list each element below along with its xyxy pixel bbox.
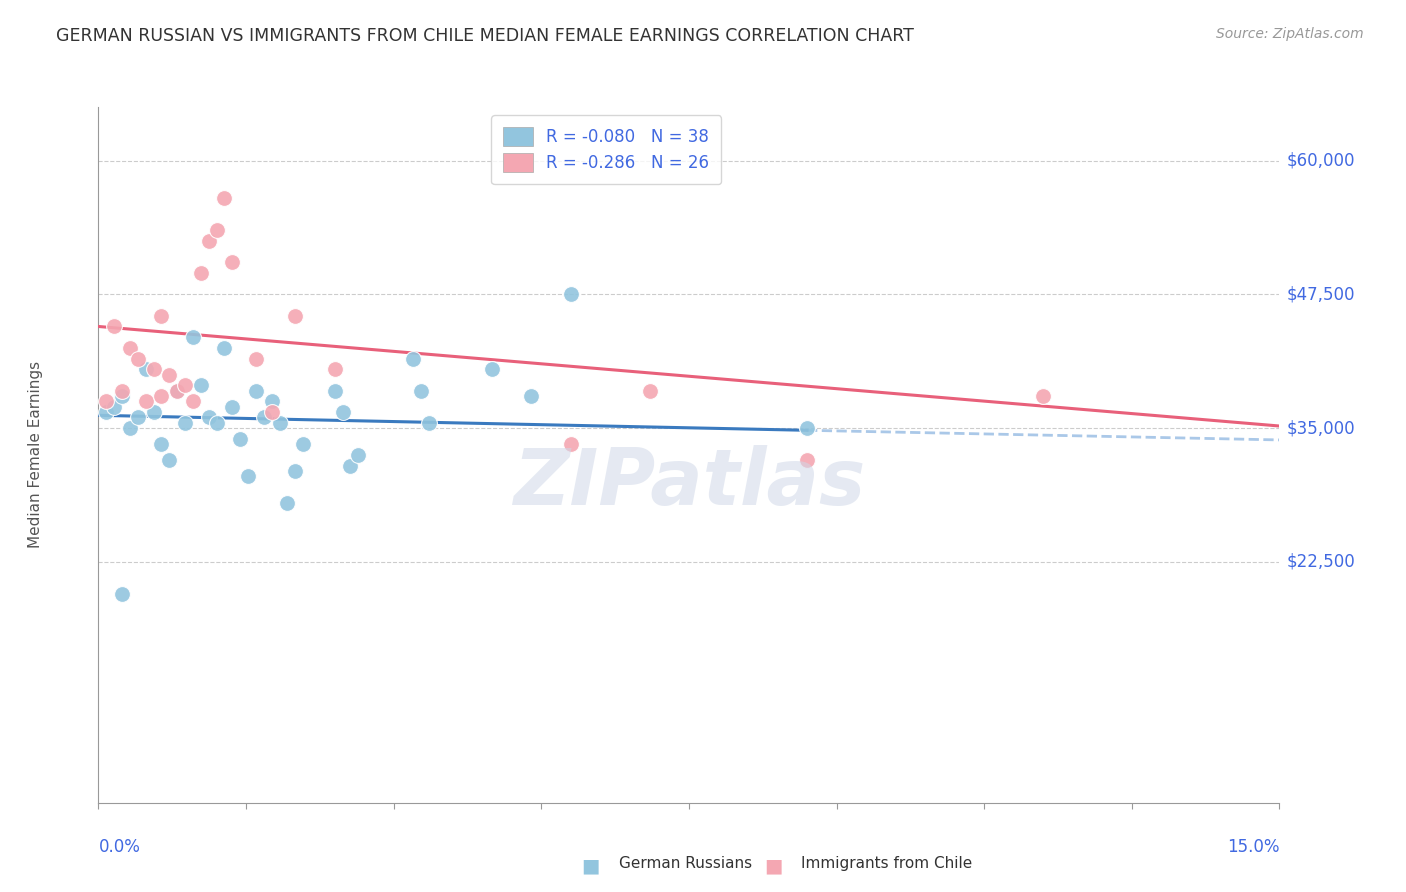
Point <box>190 378 212 392</box>
Point <box>402 351 425 366</box>
Point <box>174 378 197 392</box>
Point <box>166 384 188 398</box>
Text: ZIPatlas: ZIPatlas <box>513 445 865 521</box>
Point <box>339 458 361 473</box>
Point <box>323 384 346 398</box>
Point <box>96 405 118 419</box>
Point <box>205 416 228 430</box>
Point <box>190 266 212 280</box>
Point <box>221 255 243 269</box>
Point <box>253 410 276 425</box>
Text: $22,500: $22,500 <box>1286 553 1355 571</box>
Point <box>174 416 197 430</box>
Text: $60,000: $60,000 <box>1286 152 1355 169</box>
Point <box>127 351 149 366</box>
Point <box>205 223 228 237</box>
Text: $47,500: $47,500 <box>1286 285 1355 303</box>
Text: German Russians: German Russians <box>619 856 752 871</box>
Point <box>276 496 298 510</box>
Text: 15.0%: 15.0% <box>1227 838 1279 856</box>
Point <box>197 234 219 248</box>
Point <box>284 464 307 478</box>
Point <box>560 287 582 301</box>
Point <box>292 437 315 451</box>
Point <box>166 384 188 398</box>
Point <box>103 319 125 334</box>
Point <box>284 309 307 323</box>
Point <box>269 416 291 430</box>
Point <box>142 362 165 376</box>
Text: $35,000: $35,000 <box>1286 419 1355 437</box>
Point <box>1032 389 1054 403</box>
Point <box>332 405 354 419</box>
Point <box>214 341 236 355</box>
Point <box>520 389 543 403</box>
Point <box>96 394 118 409</box>
Point <box>260 394 283 409</box>
Point <box>347 448 370 462</box>
Point <box>221 400 243 414</box>
Text: Median Female Earnings: Median Female Earnings <box>28 361 42 549</box>
Point <box>103 400 125 414</box>
Point <box>214 191 236 205</box>
Point <box>260 405 283 419</box>
Point <box>236 469 259 483</box>
Point <box>142 405 165 419</box>
Point <box>118 341 141 355</box>
Point <box>127 410 149 425</box>
Point <box>481 362 503 376</box>
Text: ■: ■ <box>763 856 783 875</box>
Point <box>245 351 267 366</box>
Point <box>418 416 440 430</box>
Point <box>181 394 204 409</box>
Point <box>111 587 134 601</box>
Text: ■: ■ <box>581 856 600 875</box>
Point <box>157 453 180 467</box>
Point <box>245 384 267 398</box>
Point <box>323 362 346 376</box>
Point <box>796 453 818 467</box>
Point <box>150 389 173 403</box>
Point <box>638 384 661 398</box>
Legend: R = -0.080   N = 38, R = -0.286   N = 26: R = -0.080 N = 38, R = -0.286 N = 26 <box>492 115 721 184</box>
Text: GERMAN RUSSIAN VS IMMIGRANTS FROM CHILE MEDIAN FEMALE EARNINGS CORRELATION CHART: GERMAN RUSSIAN VS IMMIGRANTS FROM CHILE … <box>56 27 914 45</box>
Point <box>118 421 141 435</box>
Point <box>111 384 134 398</box>
Text: Source: ZipAtlas.com: Source: ZipAtlas.com <box>1216 27 1364 41</box>
Point <box>560 437 582 451</box>
Point <box>150 437 173 451</box>
Point <box>197 410 219 425</box>
Text: Immigrants from Chile: Immigrants from Chile <box>801 856 973 871</box>
Point <box>181 330 204 344</box>
Text: 0.0%: 0.0% <box>98 838 141 856</box>
Point <box>157 368 180 382</box>
Point <box>229 432 252 446</box>
Point <box>411 384 433 398</box>
Point <box>135 394 157 409</box>
Point <box>150 309 173 323</box>
Point <box>796 421 818 435</box>
Point <box>135 362 157 376</box>
Point <box>111 389 134 403</box>
